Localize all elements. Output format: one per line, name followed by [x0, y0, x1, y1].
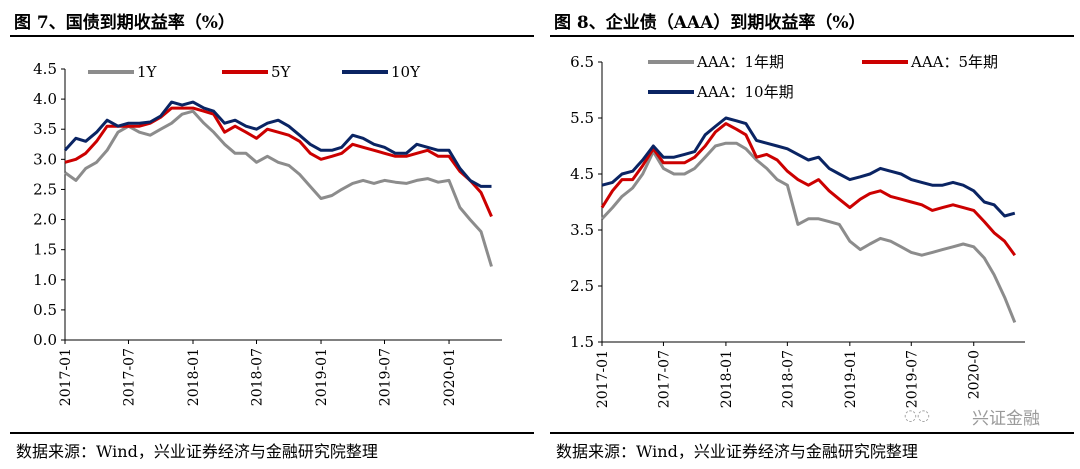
y-tick-label: 4.5 — [570, 165, 594, 183]
y-tick-label: 0.0 — [33, 331, 57, 349]
x-tick-label: 2018-07 — [780, 350, 796, 408]
chart-panel-treasury: 图 7、国债到期收益率（%） 4.5 4.0 3.5 3.0 2.5 2.0 1.5 1.0 0… — [10, 13, 534, 461]
chart-title: 图 7、国债到期收益率（%） — [14, 13, 235, 33]
x-tick-label: 2017-01 — [595, 350, 611, 408]
y-tick-label: 1.0 — [33, 271, 57, 289]
x-tick-label: 2020-0 — [967, 350, 983, 399]
legend-label: AAA：10年期 — [696, 83, 794, 101]
title-rule — [10, 35, 534, 37]
x-tick-label: 2017-01 — [58, 348, 74, 406]
series-line-1 — [600, 122, 1017, 257]
series-line-2 — [63, 100, 492, 188]
x-tick-label: 2019-01 — [843, 350, 859, 408]
y-tick-label: 2.5 — [33, 180, 57, 198]
y-tick-label: 0.5 — [33, 301, 57, 319]
chart-title: 图 8、企业债（AAA）到期收益率（%） — [554, 13, 866, 33]
x-tick-label: 2020-01 — [442, 348, 458, 406]
x-tick-label: 2018-01 — [186, 348, 202, 406]
y-tick-label: 3.0 — [33, 150, 57, 168]
legend-label: AAA：5年期 — [910, 53, 998, 71]
x-tick-label: 2019-07 — [378, 348, 394, 406]
y-tick-label: 5.5 — [570, 109, 594, 127]
legend-label: 1Y — [137, 63, 158, 81]
legend-label: 10Y — [391, 63, 421, 81]
legend-label: 5Y — [271, 63, 292, 81]
source-rule — [550, 432, 1074, 434]
series-line-0 — [600, 141, 1017, 323]
wechat-icon: ◌◌ — [903, 406, 930, 424]
series-line-0 — [64, 109, 493, 267]
x-tick-label: 2018-01 — [719, 350, 735, 408]
source-rule — [10, 432, 534, 434]
x-tick-label: 2019-01 — [314, 348, 330, 406]
watermark: 兴证金融 — [972, 409, 1040, 429]
legend-label: AAA：1年期 — [696, 53, 784, 71]
y-tick-label: 2.5 — [570, 277, 594, 295]
chart-panel-corporate: 图 8、企业债（AAA）到期收益率（%） 6.5 5.5 4.5 3.5 2.5 1.5 2… — [540, 0, 1080, 469]
y-tick-label: 4.5 — [33, 60, 57, 78]
y-tick-label: 4.0 — [33, 90, 57, 108]
y-tick-label: 6.5 — [570, 53, 594, 71]
source-note: 数据来源：Wind，兴业证券经济与金融研究院整理 — [16, 442, 378, 461]
y-tick-label: 3.5 — [33, 120, 57, 138]
y-tick-label: 2.0 — [33, 211, 57, 229]
series-line-1 — [64, 106, 493, 218]
x-tick-label: 2017-07 — [656, 350, 672, 408]
title-rule — [550, 35, 1074, 37]
x-tick-label: 2018-07 — [249, 348, 265, 406]
y-tick-label: 3.5 — [570, 221, 594, 239]
y-tick-label: 1.5 — [33, 241, 57, 259]
y-tick-label: 1.5 — [570, 333, 594, 351]
series-line-2 — [601, 116, 1016, 218]
source-note: 数据来源：Wind，兴业证券经济与金融研究院整理 — [556, 442, 918, 461]
x-tick-label: 2017-07 — [121, 348, 137, 406]
x-tick-label: 2019-07 — [904, 350, 920, 408]
